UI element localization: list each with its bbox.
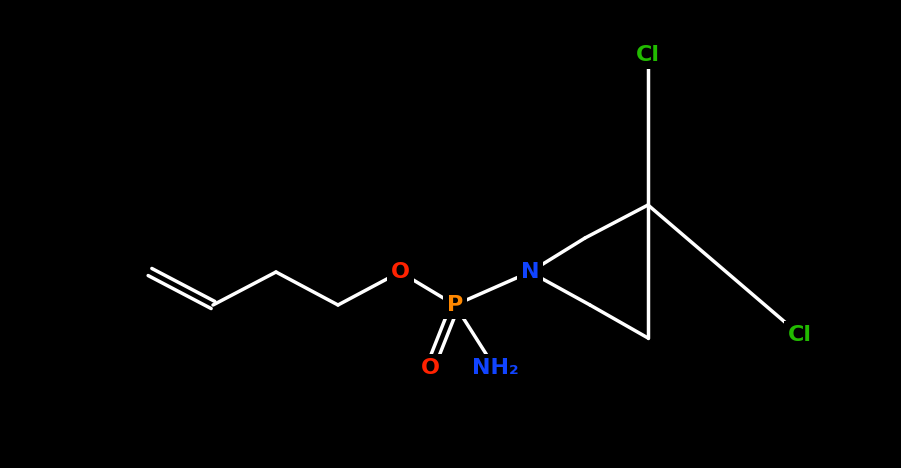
Text: Cl: Cl — [636, 45, 660, 65]
Text: Cl: Cl — [788, 325, 812, 345]
Text: O: O — [390, 262, 409, 282]
Text: P: P — [447, 295, 463, 315]
Text: N: N — [521, 262, 540, 282]
Text: NH₂: NH₂ — [471, 358, 518, 378]
Text: O: O — [421, 358, 440, 378]
